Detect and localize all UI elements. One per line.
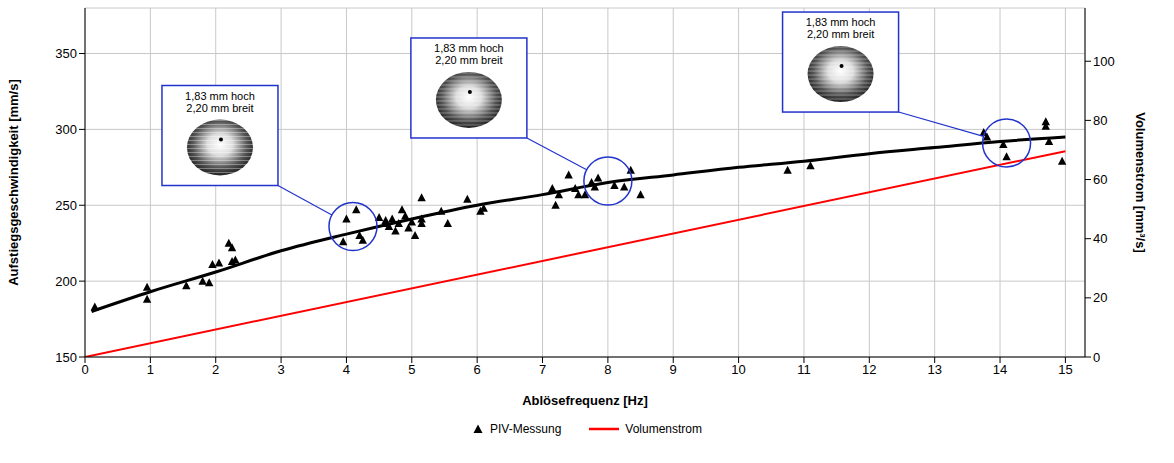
svg-text:9: 9 <box>670 362 677 377</box>
svg-text:4: 4 <box>343 362 350 377</box>
svg-text:Aufstiegsgeschwindigkeit [mm/s: Aufstiegsgeschwindigkeit [mm/s] <box>6 79 21 286</box>
svg-text:11: 11 <box>797 362 811 377</box>
svg-text:60: 60 <box>1093 172 1107 187</box>
svg-text:15: 15 <box>1058 362 1072 377</box>
svg-text:20: 20 <box>1093 290 1107 305</box>
svg-text:1,83 mm hoch: 1,83 mm hoch <box>434 42 504 54</box>
svg-text:250: 250 <box>55 198 77 213</box>
svg-text:14: 14 <box>993 362 1007 377</box>
html-text:Volumenstrom: Volumenstrom <box>625 422 702 436</box>
svg-text:Volumenstrom [mm³/s]: Volumenstrom [mm³/s] <box>1133 112 1148 253</box>
svg-text:200: 200 <box>55 274 77 289</box>
svg-text:40: 40 <box>1093 231 1107 246</box>
svg-text:7: 7 <box>539 362 546 377</box>
svg-text:12: 12 <box>862 362 876 377</box>
svg-text:Ablösefrequenz [Hz]: Ablösefrequenz [Hz] <box>522 393 648 408</box>
svg-text:1,83 mm hoch: 1,83 mm hoch <box>806 16 876 28</box>
svg-text:3: 3 <box>277 362 284 377</box>
svg-text:2,20 mm breit: 2,20 mm breit <box>186 102 253 114</box>
svg-text:13: 13 <box>927 362 941 377</box>
svg-text:100: 100 <box>1093 54 1115 69</box>
svg-text:8: 8 <box>604 362 611 377</box>
svg-text:80: 80 <box>1093 113 1107 128</box>
svg-text:0: 0 <box>1093 350 1100 365</box>
svg-text:2,20 mm breit: 2,20 mm breit <box>435 54 502 66</box>
svg-text:6: 6 <box>474 362 481 377</box>
svg-text:150: 150 <box>55 350 77 365</box>
html-text:PIV-Messung: PIV-Messung <box>490 422 562 436</box>
svg-text:5: 5 <box>408 362 415 377</box>
svg-text:300: 300 <box>55 122 77 137</box>
svg-text:0: 0 <box>81 362 88 377</box>
svg-text:350: 350 <box>55 46 77 61</box>
svg-text:2: 2 <box>212 362 219 377</box>
svg-text:2,20 mm breit: 2,20 mm breit <box>807 28 874 40</box>
svg-text:1,83 mm hoch: 1,83 mm hoch <box>185 90 255 102</box>
svg-text:1: 1 <box>147 362 154 377</box>
svg-text:10: 10 <box>731 362 745 377</box>
